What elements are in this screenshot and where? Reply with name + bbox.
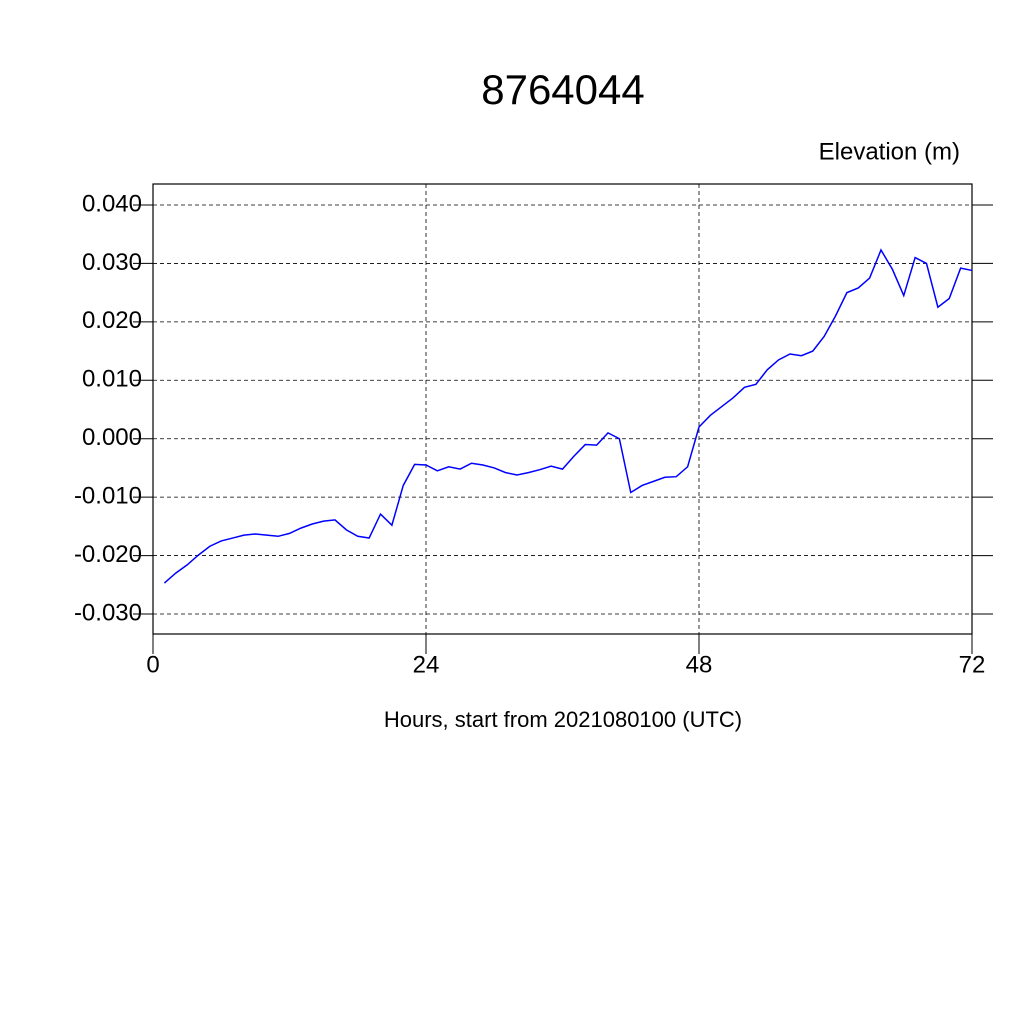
chart-title: 8764044	[481, 66, 645, 113]
data-line	[163, 248, 973, 584]
x-tick-label: 0	[146, 651, 159, 678]
chart-subtitle: Elevation (m)	[819, 138, 960, 165]
y-tick-label: 0.000	[82, 424, 142, 451]
x-axis-label: Hours, start from 2021080100 (UTC)	[384, 707, 742, 732]
y-tick-label: 0.020	[82, 307, 142, 334]
y-tick-label: -0.020	[74, 541, 142, 568]
y-tick-label: 0.030	[82, 249, 142, 276]
y-tick-label: 0.040	[82, 190, 142, 217]
y-tick-label: -0.010	[74, 482, 142, 509]
plot-frame	[152, 183, 973, 635]
y-tick-label: 0.010	[82, 366, 142, 393]
y-tick-label: -0.030	[74, 599, 142, 626]
x-tick-label: 48	[686, 651, 713, 678]
x-tick-label: 24	[413, 651, 440, 678]
x-tick-label: 72	[959, 651, 986, 678]
